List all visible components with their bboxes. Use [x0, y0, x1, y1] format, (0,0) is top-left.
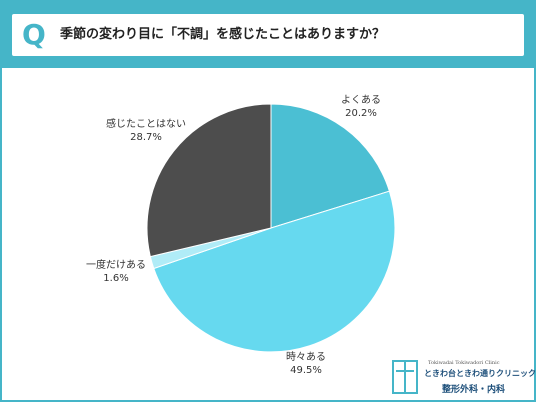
question-box: Q 季節の変わり目に「不調」を感じたことはありますか？ — [12, 14, 524, 56]
slice-value-4: 28.7% — [130, 132, 162, 143]
clinic-logo: Tokiwadai Tokiwadori Clinic ときわ台ときわ通りクリニ… — [390, 358, 536, 398]
slice-value-1: 20.2% — [345, 108, 377, 119]
slice-label-1: よくある — [341, 94, 381, 106]
slice-value-2: 49.5% — [290, 365, 322, 376]
pie-labels: よくある 20.2% 時々ある 49.5% 一度だけある 1.6% 感じたことはない 28.7… — [86, 94, 381, 376]
slice-label-2: 時々ある — [286, 351, 326, 363]
clinic-name: ときわ台ときわ通りクリニック — [424, 369, 536, 378]
pie-slices — [146, 103, 396, 353]
clinic-name-english: Tokiwadai Tokiwadori Clinic — [428, 360, 500, 366]
question-header: Q 季節の変わり目に「不調」を感じたことはありますか？ — [2, 2, 534, 68]
clinic-department: 整形外科・内科 — [442, 385, 506, 395]
slice-value-3: 1.6% — [103, 273, 128, 284]
q-letter: Q — [22, 18, 46, 51]
slice-label-4: 感じたことはない — [106, 117, 186, 130]
pie-slice-4 — [146, 103, 272, 258]
pie-slice-2 — [153, 190, 396, 353]
slice-label-3: 一度だけある — [86, 258, 146, 271]
question-text: 季節の変わり目に「不調」を感じたことはありますか？ — [60, 27, 386, 42]
pie-slice-1 — [270, 103, 391, 229]
clinic-logo-mark — [392, 360, 418, 394]
